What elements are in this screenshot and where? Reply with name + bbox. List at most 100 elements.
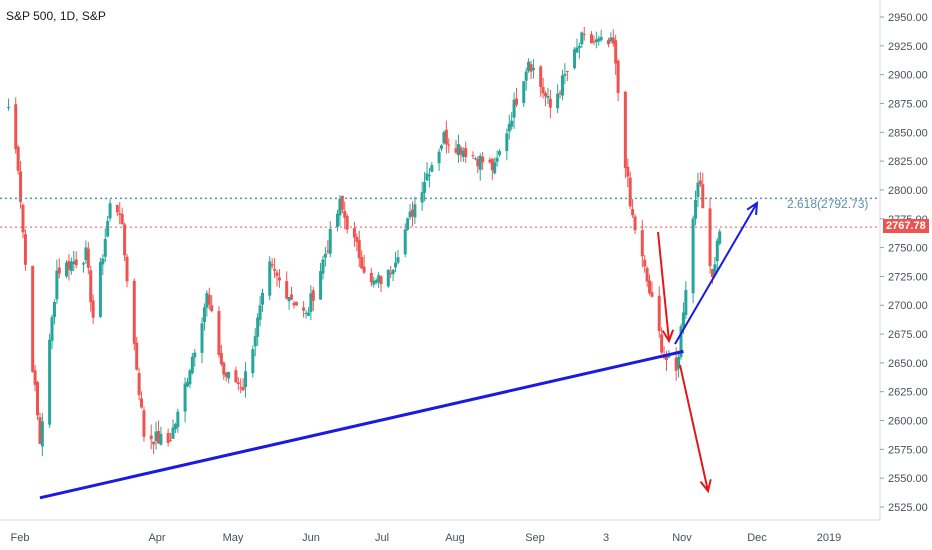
candle-body	[606, 40, 610, 45]
price-tick-label: 2600.00	[888, 416, 928, 428]
candle-body	[302, 307, 306, 311]
candle-body	[628, 177, 632, 207]
time-tick-label: Dec	[747, 532, 767, 544]
candle-body	[524, 71, 528, 81]
candle-body	[609, 37, 613, 42]
candle-body	[657, 295, 661, 332]
candle-body	[413, 204, 417, 218]
candle-body	[512, 99, 516, 118]
price-tick-label: 2550.00	[888, 473, 928, 485]
candle-body	[118, 213, 122, 215]
candle-body	[403, 229, 407, 255]
overlays-layer	[0, 197, 880, 500]
candle-body	[81, 263, 85, 265]
time-axis: Feb Apr May Jun Jul Aug Sep 3 Nov Dec 2019	[11, 532, 842, 544]
candle-body	[256, 317, 260, 337]
candle-body	[645, 268, 649, 282]
candle-body	[21, 205, 25, 233]
price-tick-label: 2800.00	[888, 185, 928, 197]
projection-up-arrow-shaft	[674, 202, 758, 345]
candle-body	[270, 264, 274, 266]
candle-body	[103, 239, 107, 257]
candle-body	[340, 195, 344, 210]
candle-body	[31, 265, 35, 372]
candle-body	[718, 231, 722, 244]
candle-body	[565, 71, 569, 73]
candle-body	[614, 40, 618, 64]
candle-body	[205, 293, 209, 308]
candle-body	[91, 300, 95, 318]
candle-body	[149, 435, 153, 440]
price-tick-label: 2850.00	[888, 127, 928, 139]
projection-down-arrow-shaft	[657, 231, 670, 342]
candle-body	[708, 208, 712, 267]
candle-body	[539, 66, 543, 88]
candle-body	[52, 302, 56, 318]
candle-body	[335, 213, 339, 227]
candle-body	[577, 45, 581, 48]
projection-down-arrow-head	[661, 329, 675, 344]
candle-body	[558, 92, 562, 94]
candle-body	[650, 292, 654, 297]
candle-body	[234, 370, 238, 383]
candle-body	[456, 144, 460, 156]
candle-body	[38, 417, 42, 444]
candle-body	[701, 184, 705, 209]
candle-body	[594, 39, 598, 43]
candle-body	[694, 199, 698, 219]
candle-body	[681, 312, 685, 327]
candle-body	[427, 175, 431, 177]
candle-body	[563, 74, 567, 76]
price-tick-label: 2525.00	[888, 502, 928, 514]
candle-body	[691, 218, 695, 294]
candle-body	[115, 205, 119, 213]
price-tick-label: 2675.00	[888, 329, 928, 341]
candle-body	[459, 147, 463, 155]
projection-up-arrow-head	[746, 201, 759, 216]
candle-body	[473, 158, 477, 160]
candle-body	[140, 398, 144, 408]
candle-body	[560, 75, 564, 96]
candle-body	[239, 387, 243, 389]
candle-body	[698, 180, 702, 185]
candle-body	[713, 264, 717, 276]
last-price-label: 2767.78	[883, 219, 929, 233]
candle-body	[142, 410, 146, 437]
candle-body	[69, 261, 73, 271]
candle-body	[14, 104, 18, 150]
candle-body	[498, 151, 502, 155]
candle-body	[488, 159, 492, 163]
candle-body	[696, 182, 700, 197]
candle-body	[273, 269, 277, 271]
candle-body	[372, 280, 376, 285]
candle-body	[541, 86, 545, 94]
candle-body	[156, 431, 160, 444]
candle-body	[599, 36, 603, 41]
candle-body	[597, 38, 601, 42]
candle-body	[648, 280, 652, 294]
time-tick-label: Sep	[525, 532, 545, 544]
candle-body	[442, 132, 446, 144]
candle-body	[137, 373, 141, 395]
candle-body	[188, 370, 192, 385]
candle-body	[258, 305, 262, 320]
time-tick-label: 3	[603, 532, 609, 544]
candle-body	[352, 228, 356, 238]
candle-body	[217, 311, 221, 355]
projection-breakdown-arrow-shaft	[679, 364, 709, 492]
candle-body	[660, 334, 664, 353]
price-tick-label: 2575.00	[888, 444, 928, 456]
candle-body	[319, 271, 323, 300]
candle-body	[447, 144, 451, 146]
candle-body	[505, 133, 509, 152]
price-axis: 2950.00 2925.00 2900.00 2875.00 2850.00 2825.…	[880, 12, 928, 514]
candle-body	[275, 272, 279, 276]
candle-body	[510, 120, 514, 127]
candle-body	[173, 424, 177, 430]
candle-body	[219, 352, 223, 365]
candle-body	[166, 432, 170, 443]
candle-body	[152, 441, 156, 445]
candle-body	[125, 256, 129, 282]
candle-body	[715, 240, 719, 262]
